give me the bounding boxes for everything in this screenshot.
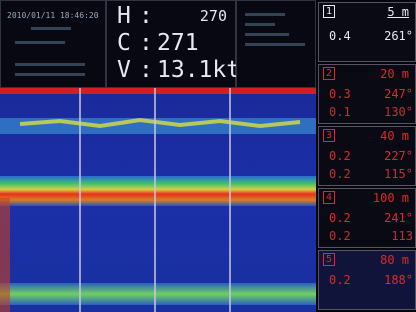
layer-index: 2 xyxy=(323,67,335,80)
layer-panel: 5 80 m 0.2 188° xyxy=(318,250,416,310)
readout-separator: : xyxy=(139,3,153,29)
info-panel: 2010/01/11 18:46:20 xyxy=(0,0,106,88)
current-row: 0.1 130° xyxy=(329,105,413,119)
readout-value: 13.1kt xyxy=(157,57,240,83)
readout-separator: : xyxy=(139,57,153,83)
current-direction: 113 xyxy=(391,229,413,243)
readout: V:13.1kt xyxy=(117,57,227,83)
layer-panel: 2 20 m 0.3 247° 0.1 130° xyxy=(318,64,416,124)
sonar-screen: 2010/01/11 18:46:20 H:270C:271V:13.1kt xyxy=(0,0,416,312)
layer-depth: 100 m xyxy=(373,191,409,205)
current-row: 0.2 227° xyxy=(329,149,413,163)
faint-text xyxy=(15,73,85,76)
layer-depth: 40 m xyxy=(380,129,409,143)
readout: C:271 xyxy=(117,30,227,56)
current-speed: 0.2 xyxy=(329,211,351,225)
current-direction: 115° xyxy=(384,167,413,181)
layer-index: 5 xyxy=(323,253,335,266)
current-speed: 0.4 xyxy=(329,29,351,43)
faint-text xyxy=(245,23,275,26)
current-speed: 0.1 xyxy=(329,105,351,119)
current-row: 0.2 241° xyxy=(329,211,413,225)
echo-band xyxy=(0,176,316,206)
layer-depth: 80 m xyxy=(380,253,409,267)
layer-depth: 5 m xyxy=(387,5,409,19)
current-row: 0.2 115° xyxy=(329,167,413,181)
current-row: 0.3 247° xyxy=(329,87,413,101)
current-direction: 261° xyxy=(384,29,413,43)
layer-depth: 20 m xyxy=(380,67,409,81)
readout-value: 271 xyxy=(157,30,199,56)
faint-text xyxy=(15,63,85,66)
surface-line xyxy=(0,88,316,94)
current-direction: 130° xyxy=(384,105,413,119)
readout: H: 270 xyxy=(117,3,227,29)
bottom-echo xyxy=(0,283,316,305)
layer-panel: 1 5 m 0.4 261° xyxy=(318,2,416,62)
readout-value: 270 xyxy=(200,7,227,25)
current-row: 0.2 188° xyxy=(329,273,413,287)
readout-label: V xyxy=(117,57,131,83)
echogram xyxy=(0,88,316,312)
current-direction: 241° xyxy=(384,211,413,225)
current-row: 0.2 113 xyxy=(329,229,413,243)
faint-text xyxy=(245,13,285,16)
layer-index: 3 xyxy=(323,129,335,142)
faint-text xyxy=(31,27,71,30)
readout-separator: : xyxy=(139,30,153,56)
faint-text xyxy=(245,43,305,46)
current-row: 0.4 261° xyxy=(329,29,413,43)
current-speed: 0.2 xyxy=(329,229,351,243)
readout-label: C xyxy=(117,30,131,56)
current-speed: 0.3 xyxy=(329,87,351,101)
current-speed: 0.2 xyxy=(329,273,351,287)
current-direction: 188° xyxy=(384,273,413,287)
readout-label: H xyxy=(117,3,131,29)
timestamp: 2010/01/11 18:46:20 xyxy=(7,11,99,20)
layer-index: 1 xyxy=(323,5,335,18)
current-speed: 0.2 xyxy=(329,149,351,163)
faint-text xyxy=(245,33,289,36)
layer-panel: 4 100 m 0.2 241° 0.2 113 xyxy=(318,188,416,248)
current-speed: 0.2 xyxy=(329,167,351,181)
layer-index: 4 xyxy=(323,191,335,204)
faint-text xyxy=(15,41,65,44)
settings-panel xyxy=(236,0,316,88)
current-direction: 227° xyxy=(384,149,413,163)
edge-echo xyxy=(0,198,10,312)
layer-panel: 3 40 m 0.2 227° 0.2 115° xyxy=(318,126,416,186)
current-direction: 247° xyxy=(384,87,413,101)
